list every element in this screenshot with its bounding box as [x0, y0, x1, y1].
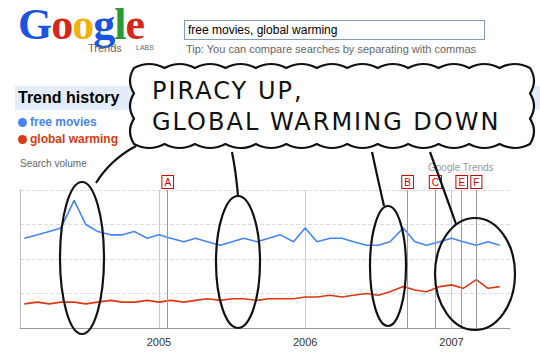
html-text:Search volume: Search volume	[20, 158, 87, 169]
html-text:G o o g l e: G o o g l e	[18, 0, 144, 49]
html-text:Trends: Trends	[88, 42, 122, 54]
html-text:PIRACY UP,: PIRACY UP,	[152, 77, 304, 105]
html-text:LABS: LABS	[136, 44, 154, 51]
html-text:GLOBAL WARMING DOWN: GLOBAL WARMING DOWN	[152, 108, 501, 136]
svg-text:2007: 2007	[439, 336, 463, 348]
html-text:Trend history: Trend history	[18, 89, 120, 106]
html-text:free movies, global warming: free movies, global warming	[188, 23, 338, 37]
html-text:global warming: global warming	[30, 132, 118, 146]
svg-text:F: F	[473, 177, 479, 188]
html-text:Google Trends: Google Trends	[428, 162, 494, 173]
svg-text:2005: 2005	[147, 336, 171, 348]
html-text:Tip: You can compare searches: Tip: You can compare searches by separat…	[186, 43, 476, 55]
svg-text:B: B	[404, 177, 411, 188]
svg-text:E: E	[458, 177, 465, 188]
svg-text:C: C	[432, 177, 439, 188]
svg-text:A: A	[164, 177, 171, 188]
svg-text:2006: 2006	[293, 336, 317, 348]
html-text:free movies: free movies	[30, 115, 97, 129]
